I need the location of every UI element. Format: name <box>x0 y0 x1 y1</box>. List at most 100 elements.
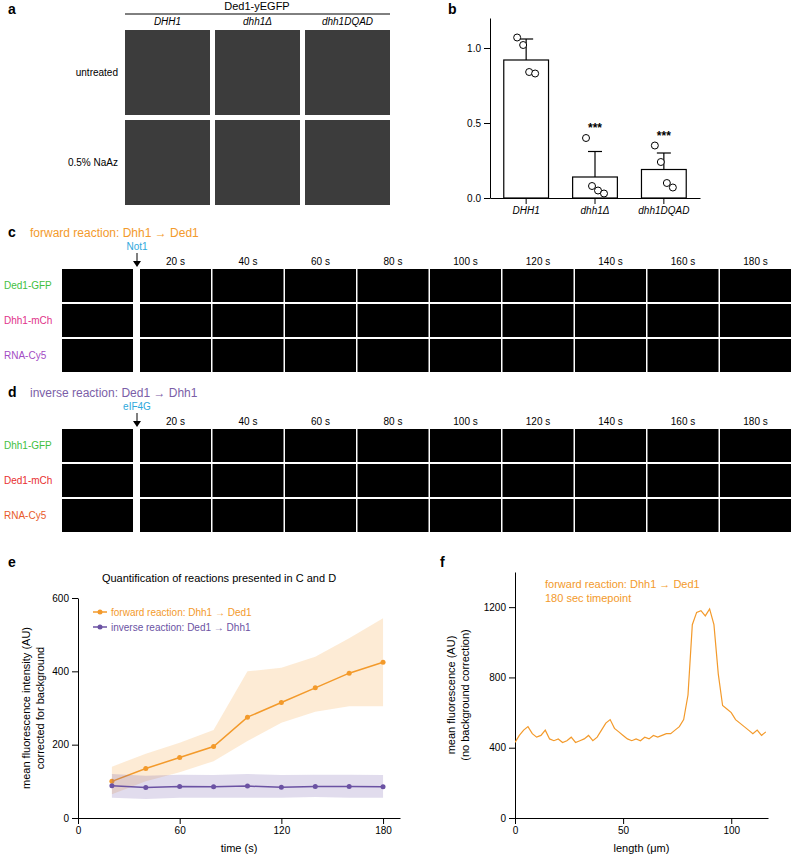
tick-label: 50 <box>618 825 630 836</box>
panel-label: b <box>448 1 457 17</box>
tick-label: 0 <box>513 825 519 836</box>
micrograph <box>720 499 791 532</box>
micrograph <box>575 304 646 337</box>
micrograph <box>62 429 133 462</box>
axis-line <box>78 599 79 819</box>
data-point <box>514 34 521 41</box>
tick-mark <box>72 671 78 672</box>
tick-mark <box>509 818 515 819</box>
legend-marker <box>98 625 103 630</box>
tick-mark <box>484 123 490 124</box>
micrograph <box>648 429 719 462</box>
micrograph <box>720 304 791 337</box>
micrograph <box>358 339 429 372</box>
panel-label: c <box>8 224 16 240</box>
micrograph <box>140 429 211 462</box>
micrograph <box>575 499 646 532</box>
micrograph <box>285 499 356 532</box>
tick: 0.5 <box>467 118 490 129</box>
micrograph <box>62 304 133 337</box>
panel-d: dinverse reaction: Ded1 → Dhh1eIF4G20 s4… <box>4 384 791 532</box>
micrograph <box>430 304 501 337</box>
timepoint-label: 60 s <box>311 256 330 267</box>
axis-line <box>490 19 491 199</box>
axis-line <box>79 818 401 819</box>
micrograph <box>285 304 356 337</box>
error-bar <box>519 39 533 60</box>
tick-label: dhh1DQAD <box>638 205 689 216</box>
timepoint-label: 40 s <box>239 416 258 427</box>
axis-title: (no background correction) <box>459 629 471 760</box>
micrograph <box>430 499 501 532</box>
tick-label: 1200 <box>484 602 507 613</box>
data-point <box>211 744 216 749</box>
legend-label: inverse reaction: Ded1 → Dhh1 <box>111 622 251 633</box>
axis-title: mean fluorescence (AU) <box>445 636 457 755</box>
tick-label: 800 <box>489 672 506 683</box>
legend: forward reaction: Dhh1 → Ded1inverse rea… <box>93 607 252 633</box>
tick: 0 <box>63 813 78 824</box>
data-point <box>143 766 148 771</box>
micrograph <box>648 304 719 337</box>
channel-label: Ded1-mCh <box>4 475 52 486</box>
row-label: 0.5% NaAz <box>68 157 118 168</box>
error-bar <box>657 153 671 170</box>
error-bar <box>588 152 602 178</box>
micrograph <box>575 339 646 372</box>
timepoint-label: 20 s <box>166 256 185 267</box>
micrograph <box>720 429 791 462</box>
micrograph <box>575 429 646 462</box>
data-point <box>279 700 284 705</box>
column-label: dhh1Δ <box>243 16 272 27</box>
tick-label: 60 <box>175 825 187 836</box>
error-cap <box>657 152 671 153</box>
micrograph <box>140 269 211 302</box>
tick: 1.0 <box>467 43 490 54</box>
tick: 400 <box>489 742 515 753</box>
data-point <box>657 159 664 166</box>
micrograph <box>430 464 501 497</box>
micrograph <box>430 339 501 372</box>
data-point <box>143 785 148 790</box>
data-point <box>669 184 676 191</box>
plot-area <box>109 618 385 799</box>
timepoint-label: 100 s <box>453 416 477 427</box>
timepoint-label: 80 s <box>384 416 403 427</box>
micrograph <box>648 464 719 497</box>
added-protein: eIF4G <box>123 401 151 412</box>
micrograph <box>503 499 574 532</box>
micrograph <box>62 464 133 497</box>
micrograph <box>503 304 574 337</box>
micrograph <box>575 269 646 302</box>
panel-label: e <box>8 554 16 570</box>
micrograph <box>305 30 390 115</box>
micrograph <box>503 339 574 372</box>
tick-mark <box>281 818 282 824</box>
tick: DHH1 <box>513 198 540 216</box>
tick-mark <box>484 48 490 49</box>
micrograph <box>305 120 390 205</box>
micrograph <box>213 304 284 337</box>
tick-label: 100 <box>723 825 740 836</box>
axis-title: corrected for background <box>34 647 46 769</box>
micrograph <box>358 499 429 532</box>
tick-mark <box>509 677 515 678</box>
tick-label: 600 <box>52 593 69 604</box>
panel-title: forward reaction: Dhh1 → Ded1 <box>30 226 199 240</box>
bar <box>573 177 618 198</box>
row-label: untreated <box>76 67 118 78</box>
data-point <box>177 755 182 760</box>
data-point <box>589 183 596 190</box>
micrograph <box>285 464 356 497</box>
timepoint-label: 120 s <box>526 416 550 427</box>
panel-b: b0.00.51.0DHH1dhh1Δdhh1DQAD****** <box>448 1 701 216</box>
axis: 060120180 <box>76 818 401 836</box>
tick: 0.0 <box>467 193 490 204</box>
timepoint-label: 180 s <box>743 416 767 427</box>
tick-label: 0 <box>500 813 506 824</box>
panel-e: e0601201800200400600Quantification of re… <box>8 554 401 854</box>
micrograph <box>575 464 646 497</box>
tick-mark <box>72 818 78 819</box>
tick: 120 <box>274 818 291 836</box>
data-point <box>601 190 608 197</box>
